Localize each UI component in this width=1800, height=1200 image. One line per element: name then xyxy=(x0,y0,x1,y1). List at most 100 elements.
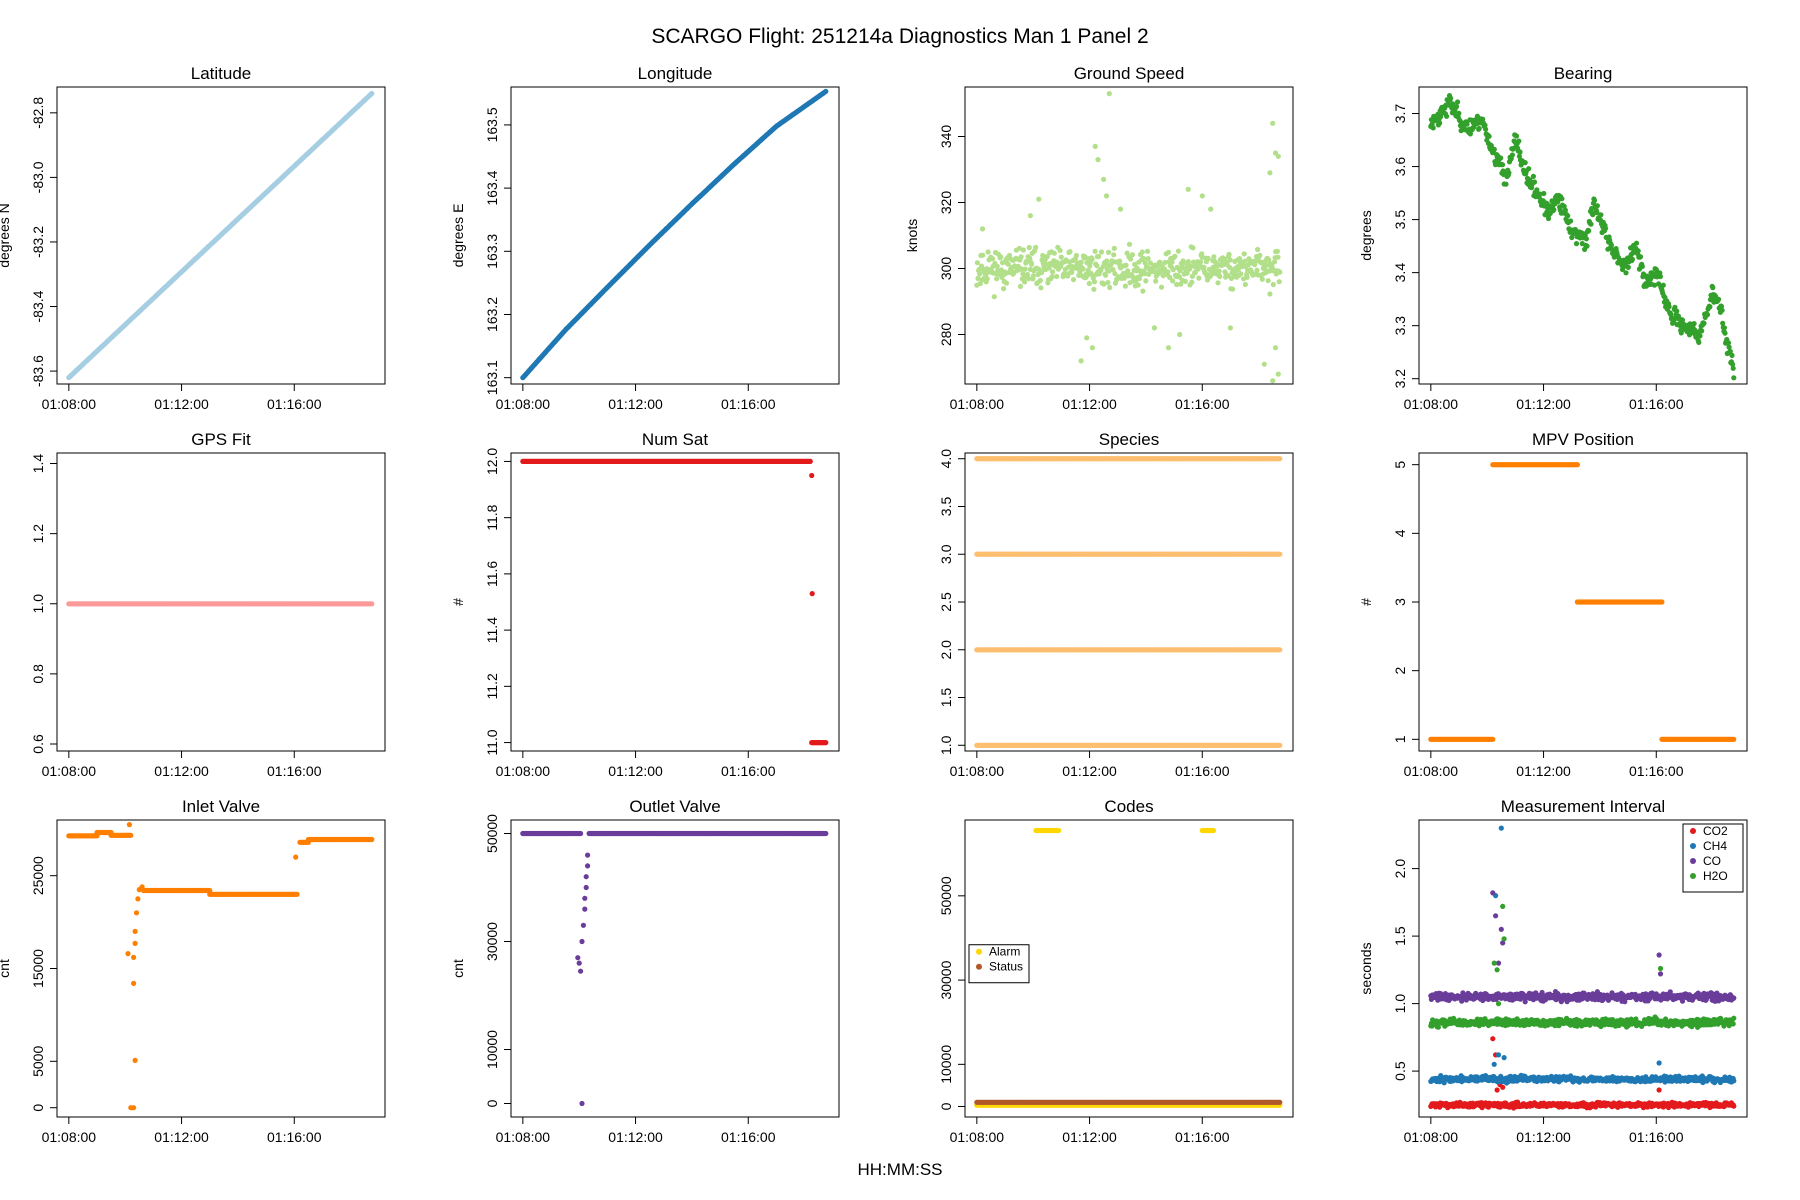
bearing-point xyxy=(1565,213,1571,219)
species-y-tick-label: 2.0 xyxy=(938,640,954,660)
latitude-series-latitude xyxy=(66,90,375,381)
ground_speed-point xyxy=(977,271,983,277)
num_sat-x-tick-label: 01:12:00 xyxy=(608,763,663,779)
ground_speed-point xyxy=(1140,255,1146,261)
ground_speed-y-label: knots xyxy=(904,219,920,252)
bearing-point xyxy=(1534,187,1540,193)
ground_speed-point xyxy=(1125,268,1131,274)
ground_speed-point xyxy=(1023,258,1029,265)
inlet_valve-y-tick-label: 0 xyxy=(30,1104,46,1112)
inlet_valve-series-inlet-valve xyxy=(66,822,375,1111)
ground_speed-point xyxy=(998,254,1004,260)
species-y-tick-label: 2.5 xyxy=(938,592,954,612)
outlet_valve-y-tick-label: 30000 xyxy=(484,922,500,961)
mpv_position-y-tick-label: 4 xyxy=(1392,529,1408,537)
mpv_position-x-tick-label: 01:12:00 xyxy=(1516,763,1571,779)
bearing-point xyxy=(1679,317,1686,323)
mpv_position-x-tick-label: 01:16:00 xyxy=(1629,763,1684,779)
ground_speed-point xyxy=(1208,206,1214,212)
gps_fit-x-tick-label: 01:08:00 xyxy=(42,763,97,779)
gps_fit-y-tick-label: 0.8 xyxy=(30,664,46,684)
bearing-y-tick-label: 3.6 xyxy=(1392,157,1408,177)
ground_speed-point xyxy=(1126,241,1133,247)
figure-title: SCARGO Flight: 251214a Diagnostics Man 1… xyxy=(651,25,1148,48)
bearing-point xyxy=(1499,162,1506,168)
ground_speed-point xyxy=(1226,251,1232,257)
num_sat-y-tick-label: 11.6 xyxy=(484,561,500,587)
panel-num_sat: Num Sat#11.011.211.411.611.812.001:08:00… xyxy=(450,430,840,779)
ground_speed-point xyxy=(1170,278,1176,284)
ground_speed-point xyxy=(1267,291,1273,297)
bearing-point xyxy=(1727,348,1733,354)
bearing-point xyxy=(1598,212,1604,218)
inlet_valve-point xyxy=(131,954,137,961)
bearing-point xyxy=(1697,333,1703,339)
ground_speed-point xyxy=(1147,260,1153,266)
bearing-point xyxy=(1729,352,1735,358)
bearing-point xyxy=(1623,270,1629,276)
inlet_valve-point xyxy=(139,884,145,890)
bearing-point xyxy=(1594,203,1600,209)
ground_speed-y-tick-label: 300 xyxy=(938,257,954,281)
num_sat-y-tick-label: 11.2 xyxy=(484,673,500,699)
ground_speed-point xyxy=(1275,153,1281,159)
bearing-point xyxy=(1444,113,1450,119)
bearing-point xyxy=(1430,125,1436,131)
num_sat-point xyxy=(823,740,829,746)
ground_speed-point xyxy=(1244,274,1250,280)
ground_speed-point xyxy=(1022,266,1028,272)
outlet_valve-point xyxy=(579,938,585,945)
bearing-point xyxy=(1704,312,1711,318)
bearing-x-tick-label: 01:12:00 xyxy=(1516,396,1571,412)
ground_speed-point xyxy=(1078,358,1084,364)
ground_speed-point xyxy=(1101,281,1107,287)
outlet_valve-point xyxy=(582,895,588,901)
ground_speed-point xyxy=(1089,345,1095,351)
bearing-point xyxy=(1541,190,1547,197)
ground_speed-point xyxy=(1195,266,1201,272)
inlet_valve-point xyxy=(128,832,134,838)
bearing-point xyxy=(1719,307,1725,313)
bearing-point xyxy=(1647,276,1654,282)
ground_speed-point xyxy=(1177,274,1183,280)
latitude-y-tick-label: -83.4 xyxy=(30,290,46,322)
inlet_valve-x-tick-label: 01:08:00 xyxy=(42,1129,97,1145)
bearing-y-tick-label: 3.7 xyxy=(1392,104,1408,124)
ground_speed-point xyxy=(1139,249,1145,255)
bearing-point xyxy=(1637,254,1644,260)
bearing-point xyxy=(1591,197,1598,204)
species-plot-frame xyxy=(964,452,1294,752)
ground_speed-point xyxy=(1275,254,1281,260)
ground_speed-point xyxy=(1169,259,1175,265)
ground_speed-point xyxy=(1170,267,1176,273)
gps_fit-plot-frame xyxy=(56,452,386,752)
species-title: Species xyxy=(1099,430,1159,449)
bearing-point xyxy=(1456,110,1462,116)
ground_speed-y-tick-label: 320 xyxy=(938,191,954,215)
gps_fit-series-gps-fit xyxy=(66,601,375,607)
bearing-y-tick-label: 3.5 xyxy=(1392,210,1408,230)
ground_speed-point xyxy=(1020,271,1026,277)
bearing-point xyxy=(1720,320,1726,326)
codes-series-status xyxy=(974,1099,1283,1105)
longitude-x-tick-label: 01:12:00 xyxy=(608,396,663,412)
bearing-point xyxy=(1586,228,1592,234)
ground_speed-point xyxy=(1227,325,1233,331)
codes-point xyxy=(1056,827,1062,834)
ground_speed-point xyxy=(1277,269,1283,275)
outlet_valve-point xyxy=(579,1100,585,1107)
latitude-plot-frame xyxy=(56,86,386,385)
longitude-point xyxy=(823,88,829,94)
ground_speed-point xyxy=(1145,256,1151,262)
ground_speed-point xyxy=(999,260,1006,266)
ground_speed-point xyxy=(1122,283,1128,289)
num_sat-y-tick-label: 11.8 xyxy=(484,504,500,530)
outlet_valve-x-tick-label: 01:08:00 xyxy=(496,1129,551,1145)
ground_speed-point xyxy=(1033,244,1039,250)
ground_speed-point xyxy=(1094,263,1100,269)
codes-plot-frame xyxy=(964,819,1294,1118)
